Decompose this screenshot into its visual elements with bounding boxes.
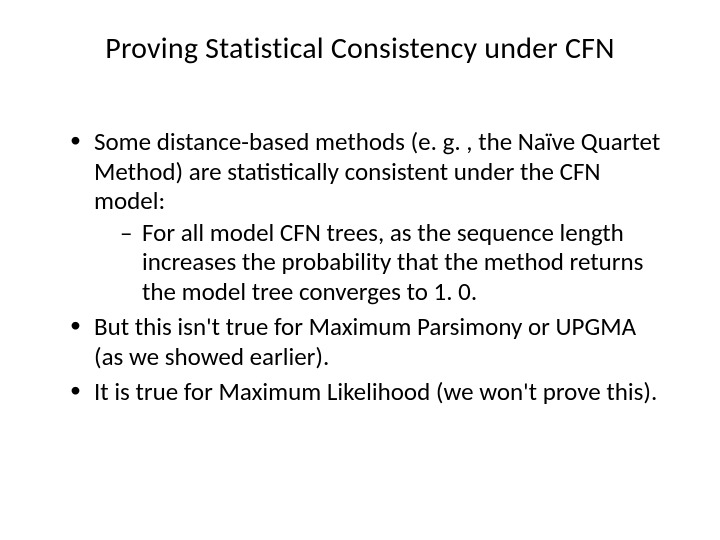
sub-bullet-text: For all model CFN trees, as the sequence… (142, 217, 643, 307)
slide-title: Proving Statistical Consistency under CF… (40, 30, 680, 67)
list-item: Some distance-based methods (e. g. , the… (70, 127, 670, 306)
bullet-text: Some distance-based methods (e. g. , the… (94, 126, 660, 216)
sub-list: For all model CFN trees, as the sequence… (94, 218, 670, 307)
bullet-list: Some distance-based methods (e. g. , the… (40, 127, 680, 407)
list-item: But this isn't true for Maximum Parsimon… (70, 312, 670, 371)
list-item: It is true for Maximum Likelihood (we wo… (70, 377, 670, 407)
bullet-text: But this isn't true for Maximum Parsimon… (94, 311, 636, 372)
slide: Proving Statistical Consistency under CF… (0, 0, 720, 540)
bullet-text: It is true for Maximum Likelihood (we wo… (94, 376, 657, 407)
sub-list-item: For all model CFN trees, as the sequence… (120, 218, 670, 307)
